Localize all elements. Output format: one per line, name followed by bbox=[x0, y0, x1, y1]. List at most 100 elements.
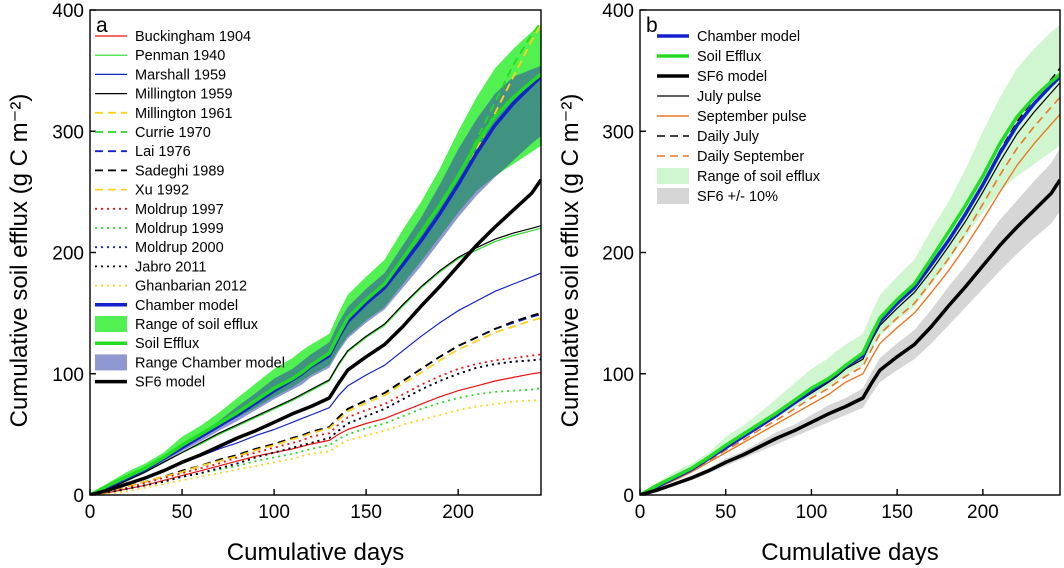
panel-letter: b bbox=[646, 14, 658, 37]
panel-letter: a bbox=[96, 14, 108, 37]
series-ghanbarian-2012 bbox=[90, 399, 541, 495]
panel-b: 0 100 200 300 400 0 50 100 150 200 Cumulative days… bbox=[557, 1, 1061, 566]
series-soil-efflux bbox=[90, 72, 541, 495]
series-daily-september bbox=[640, 96, 1060, 495]
legend-label: July pulse bbox=[697, 89, 761, 105]
legend-label: Ghanbarian 2012 bbox=[135, 279, 247, 295]
x-tick-label: 50 bbox=[715, 502, 736, 523]
legend-item: Chamber model bbox=[657, 29, 800, 45]
legend-item: SF6 model bbox=[657, 69, 767, 85]
legend-label: Daily September bbox=[697, 149, 804, 165]
legend-label: Range Chamber model bbox=[135, 355, 285, 371]
legend-label: Chamber model bbox=[697, 29, 800, 45]
legend-item: Soil Efflux bbox=[657, 49, 762, 65]
legend-label: Millington 1959 bbox=[135, 87, 233, 103]
y-axis-title: Cumulative soil efflux (g C m⁻²) bbox=[6, 94, 33, 428]
legend-swatch bbox=[657, 168, 689, 184]
series-september-pulse bbox=[640, 113, 1060, 495]
series-sf6-model bbox=[640, 178, 1060, 495]
legend-item: Sadeghi 1989 bbox=[95, 163, 225, 179]
legend-label: Xu 1992 bbox=[135, 183, 189, 199]
y-tick-label: 400 bbox=[52, 1, 84, 22]
x-tick-label: 200 bbox=[442, 502, 474, 523]
x-axis-title: Cumulative days bbox=[227, 539, 404, 566]
legend-label: September pulse bbox=[697, 109, 807, 125]
y-tick-label: 0 bbox=[73, 486, 84, 507]
legend-item: Range of soil efflux bbox=[657, 168, 821, 185]
legend-swatch bbox=[95, 316, 127, 332]
x-tick-label: 150 bbox=[350, 502, 382, 523]
legend-item: Chamber model bbox=[95, 298, 238, 314]
y-tick-label: 300 bbox=[602, 122, 634, 143]
legend-label: Range of soil efflux bbox=[697, 169, 821, 185]
legend-label: Currie 1970 bbox=[135, 125, 211, 141]
legend-item: Millington 1961 bbox=[95, 106, 233, 122]
legend-item: Soil Efflux bbox=[95, 336, 200, 352]
legend-label: Lai 1976 bbox=[135, 144, 191, 160]
plot-area bbox=[640, 24, 1060, 495]
band-range-of-soil-efflux bbox=[640, 24, 1060, 495]
x-tick-label: 100 bbox=[796, 502, 828, 523]
legend-label: Sadeghi 1989 bbox=[135, 163, 225, 179]
series-soil-efflux bbox=[640, 72, 1060, 495]
legend-item: Ghanbarian 2012 bbox=[95, 279, 247, 295]
legend-item: Moldrup 1999 bbox=[95, 221, 224, 237]
y-tick-label: 100 bbox=[602, 365, 634, 386]
legend-label: Range of soil efflux bbox=[135, 317, 259, 333]
legend-item: September pulse bbox=[657, 109, 807, 125]
legend-item: Buckingham 1904 bbox=[95, 29, 251, 45]
legend-swatch bbox=[95, 354, 127, 371]
y-axis-title: Cumulative soil efflux (g C m⁻²) bbox=[557, 94, 584, 428]
legend-item: Xu 1992 bbox=[95, 183, 189, 199]
legend-item: Currie 1970 bbox=[95, 125, 211, 141]
legend-item: Daily July bbox=[657, 129, 760, 145]
legend-label: Soil Efflux bbox=[697, 49, 762, 65]
legend: Buckingham 1904 Penman 1940 Marshall 1959 M… bbox=[95, 29, 285, 391]
legend-label: SF6 model bbox=[135, 375, 205, 391]
y-tick-label: 400 bbox=[602, 1, 634, 22]
series-xu-1992 bbox=[90, 317, 541, 495]
legend-label: SF6 +/- 10% bbox=[697, 189, 778, 205]
series-jabro-2011 bbox=[90, 358, 541, 495]
legend-item: July pulse bbox=[657, 89, 761, 105]
x-tick-label: 100 bbox=[258, 502, 290, 523]
y-tick-label: 100 bbox=[52, 365, 84, 386]
series-millington-1959 bbox=[90, 225, 541, 495]
x-tick-label: 150 bbox=[881, 502, 913, 523]
legend-label: Millington 1961 bbox=[135, 106, 233, 122]
plot-area bbox=[90, 21, 541, 495]
y-tick-label: 200 bbox=[602, 244, 634, 265]
x-tick-label: 0 bbox=[85, 502, 96, 523]
legend-item: Penman 1940 bbox=[95, 48, 225, 64]
legend-label: Buckingham 1904 bbox=[135, 29, 251, 45]
legend-label: Jabro 2011 bbox=[135, 259, 206, 275]
band-range-chamber-model bbox=[90, 65, 541, 495]
y-tick-label: 200 bbox=[52, 244, 84, 265]
legend-item: Range Chamber model bbox=[95, 354, 285, 371]
legend-item: Range of soil efflux bbox=[95, 316, 259, 333]
legend: Chamber model Soil Efflux SF6 model July pu… bbox=[657, 29, 821, 205]
legend-item: SF6 model bbox=[95, 375, 205, 391]
y-tick-label: 300 bbox=[52, 122, 84, 143]
band-range-of-soil-efflux bbox=[90, 24, 541, 495]
legend-item: SF6 +/- 10% bbox=[657, 188, 778, 205]
panel-a: 0 100 200 300 400 0 50 100 150 200 Cumulative days… bbox=[6, 1, 542, 566]
y-tick-label: 0 bbox=[623, 486, 634, 507]
legend-label: Penman 1940 bbox=[135, 48, 225, 64]
legend-item: Marshall 1959 bbox=[95, 67, 226, 83]
legend-label: Marshall 1959 bbox=[135, 67, 226, 83]
legend-item: Daily September bbox=[657, 149, 804, 165]
legend-item: Moldrup 2000 bbox=[95, 240, 224, 256]
legend-item: Millington 1959 bbox=[95, 87, 233, 103]
legend-label: Daily July bbox=[697, 129, 760, 145]
legend-label: Moldrup 1997 bbox=[135, 202, 224, 218]
series-sf6-model bbox=[90, 178, 541, 495]
x-tick-label: 0 bbox=[635, 502, 646, 523]
legend-item: Jabro 2011 bbox=[95, 259, 206, 275]
legend-label: Soil Efflux bbox=[135, 336, 200, 352]
legend-swatch bbox=[657, 188, 689, 204]
series-moldrup-1997 bbox=[90, 353, 541, 495]
x-tick-label: 200 bbox=[967, 502, 999, 523]
legend-label: Moldrup 2000 bbox=[135, 240, 224, 256]
